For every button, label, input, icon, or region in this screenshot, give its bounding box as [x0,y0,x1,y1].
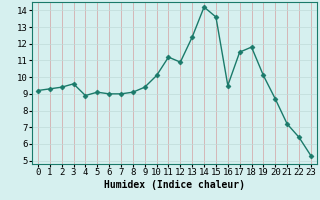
X-axis label: Humidex (Indice chaleur): Humidex (Indice chaleur) [104,180,245,190]
